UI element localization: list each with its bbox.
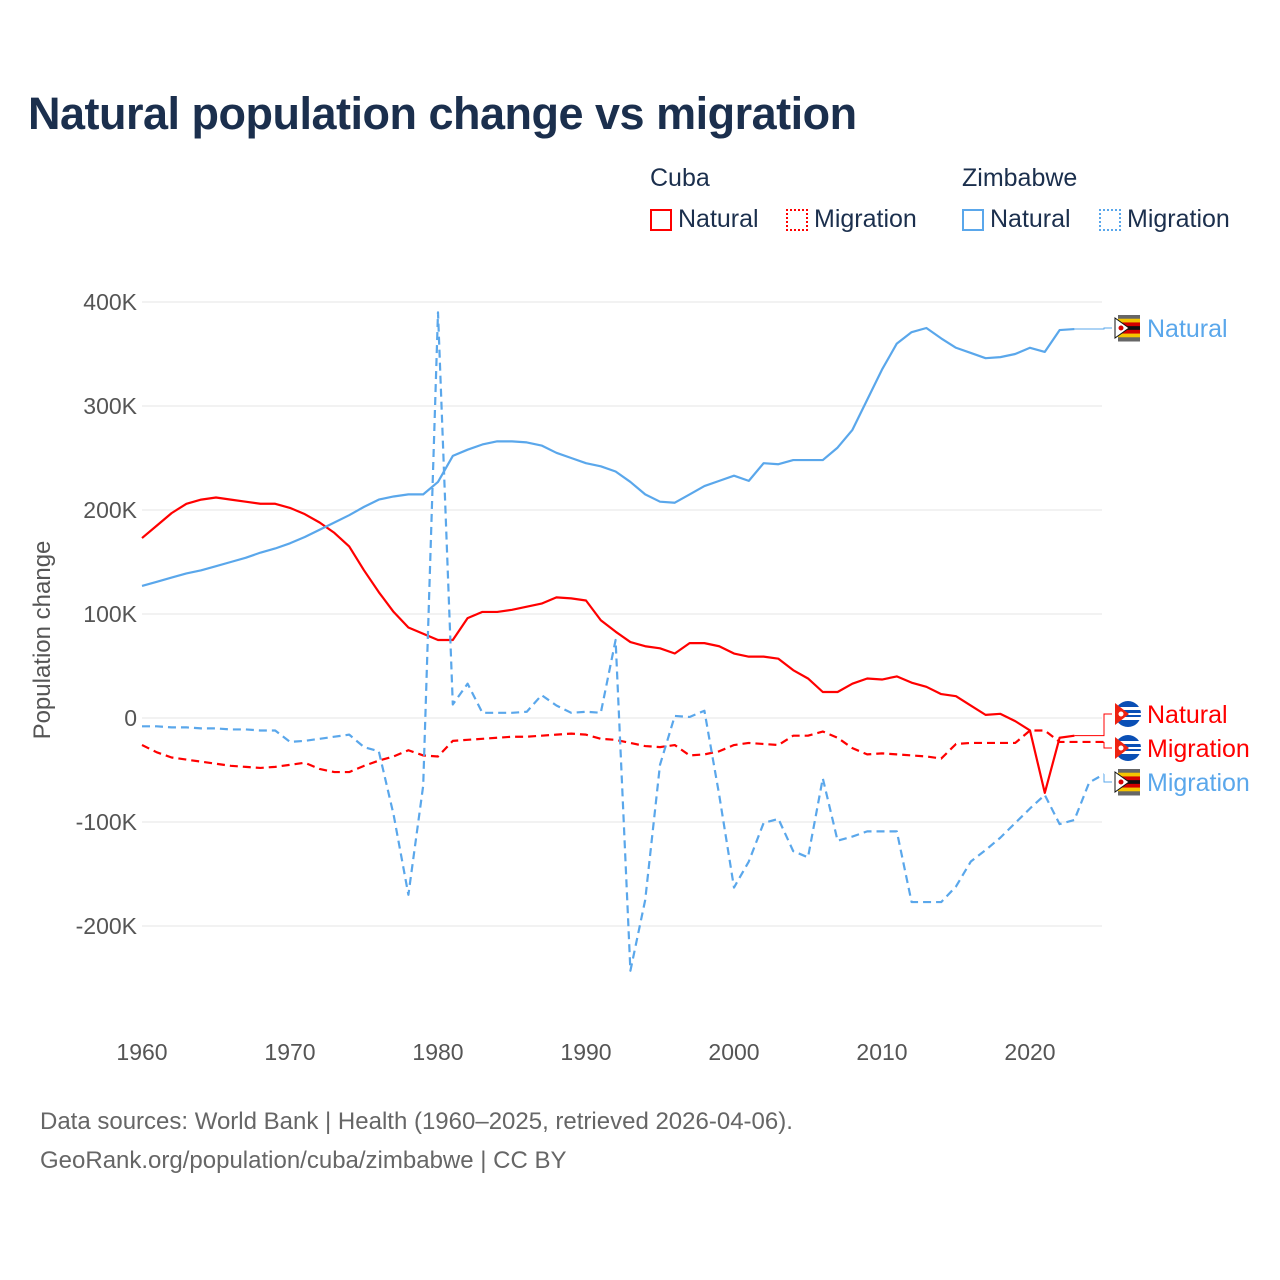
legend-swatch-solid bbox=[650, 208, 672, 231]
x-tick-label: 1980 bbox=[412, 1039, 463, 1065]
series-line-cuba-natural bbox=[141, 496, 1075, 794]
series-line-zimbabwe-natural bbox=[141, 326, 1075, 587]
y-tick-label: 300K bbox=[83, 393, 137, 419]
zimbabwe-flag-star bbox=[1118, 325, 1124, 331]
y-tick-label: -100K bbox=[76, 809, 138, 835]
label-connector bbox=[1074, 713, 1112, 737]
label-connector bbox=[1103, 741, 1112, 749]
zimbabwe-flag-stripe bbox=[1118, 329, 1140, 335]
x-tick-label: 1970 bbox=[264, 1039, 315, 1065]
zimbabwe-flag-stripe bbox=[1118, 315, 1140, 320]
zimbabwe-flag-stripe bbox=[1118, 318, 1140, 323]
footer-sources: Data sources: World Bank | Health (1960–… bbox=[40, 1108, 793, 1135]
zimbabwe-flag-stripe bbox=[1118, 322, 1140, 327]
zimbabwe-flag-stripe bbox=[1118, 783, 1140, 789]
y-tick-label: 100K bbox=[83, 601, 137, 627]
x-tick-label: 1990 bbox=[560, 1039, 611, 1065]
x-tick-label: 2010 bbox=[856, 1039, 907, 1065]
zimbabwe-flag-stripe bbox=[1118, 769, 1140, 774]
legend-label: Migration bbox=[814, 205, 917, 233]
legend-label: Migration bbox=[1127, 205, 1230, 233]
legend-swatch-dotted bbox=[786, 208, 808, 231]
y-tick-label: 400K bbox=[83, 289, 137, 315]
zimbabwe-flag-stripe bbox=[1118, 791, 1140, 796]
legend-label: Natural bbox=[678, 205, 759, 233]
cuba-flag-stripe bbox=[1117, 707, 1141, 710]
cuba-flag-stripe bbox=[1117, 741, 1141, 744]
y-axis-label: Population change bbox=[29, 541, 56, 740]
cuba-flag-star bbox=[1118, 711, 1124, 717]
zimbabwe-flag-stripe bbox=[1118, 787, 1140, 792]
series-line-cuba-migration bbox=[141, 729, 1104, 774]
legend-swatch-dotted bbox=[1099, 208, 1121, 231]
x-tick-label: 2000 bbox=[708, 1039, 759, 1065]
x-tick-label: 1960 bbox=[116, 1039, 167, 1065]
y-tick-label: -200K bbox=[76, 913, 138, 939]
legend-swatch-solid bbox=[962, 208, 984, 231]
footer-link[interactable]: GeoRank.org/population/cuba/zimbabwe | C… bbox=[40, 1147, 567, 1174]
label-connector bbox=[1074, 327, 1112, 330]
legend-label: Natural bbox=[990, 205, 1071, 233]
cuba-flag-star bbox=[1118, 745, 1124, 751]
x-tick-label: 2020 bbox=[1004, 1039, 1055, 1065]
y-tick-label: 200K bbox=[83, 497, 137, 523]
zimbabwe-flag-star bbox=[1118, 779, 1124, 785]
end-label: Natural bbox=[1147, 701, 1228, 729]
legend-zimbabwe-natural[interactable]: Natural bbox=[962, 205, 1071, 234]
legend-group-cuba: Cuba bbox=[650, 164, 710, 192]
cuba-flag-stripe bbox=[1117, 717, 1141, 720]
legend-cuba-migration[interactable]: Migration bbox=[786, 205, 917, 234]
end-label: Migration bbox=[1147, 735, 1250, 763]
zimbabwe-flag-stripe bbox=[1118, 333, 1140, 338]
legend-zimbabwe-migration[interactable]: Migration bbox=[1099, 205, 1230, 234]
chart-title: Natural population change vs migration bbox=[28, 88, 857, 139]
end-label: Migration bbox=[1147, 769, 1250, 797]
y-tick-label: 0 bbox=[124, 705, 137, 731]
end-label: Natural bbox=[1147, 315, 1228, 343]
zimbabwe-flag-stripe bbox=[1118, 776, 1140, 781]
series-line-zimbabwe-migration bbox=[142, 311, 1105, 972]
legend-group-zimbabwe: Zimbabwe bbox=[962, 164, 1078, 192]
zimbabwe-flag-stripe bbox=[1118, 772, 1140, 777]
cuba-flag-stripe bbox=[1117, 751, 1141, 754]
zimbabwe-flag-stripe bbox=[1118, 337, 1140, 342]
label-connector bbox=[1103, 774, 1112, 783]
legend-cuba-natural[interactable]: Natural bbox=[650, 205, 759, 234]
